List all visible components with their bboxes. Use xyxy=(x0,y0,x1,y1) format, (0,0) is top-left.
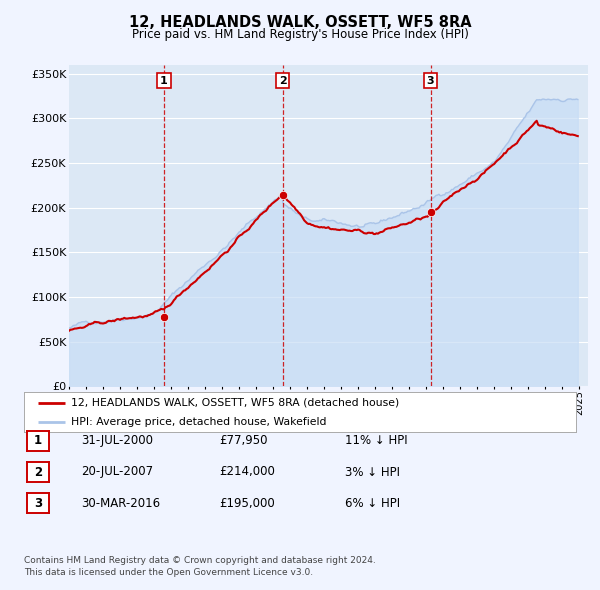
Text: Price paid vs. HM Land Registry's House Price Index (HPI): Price paid vs. HM Land Registry's House … xyxy=(131,28,469,41)
Text: 1: 1 xyxy=(160,76,168,86)
Text: 3: 3 xyxy=(427,76,434,86)
Text: 11% ↓ HPI: 11% ↓ HPI xyxy=(345,434,407,447)
Text: 12, HEADLANDS WALK, OSSETT, WF5 8RA: 12, HEADLANDS WALK, OSSETT, WF5 8RA xyxy=(128,15,472,30)
Text: 3: 3 xyxy=(34,497,42,510)
Text: 31-JUL-2000: 31-JUL-2000 xyxy=(81,434,153,447)
Text: 2: 2 xyxy=(34,466,42,478)
Text: Contains HM Land Registry data © Crown copyright and database right 2024.: Contains HM Land Registry data © Crown c… xyxy=(24,556,376,565)
Text: £77,950: £77,950 xyxy=(219,434,268,447)
Text: 20-JUL-2007: 20-JUL-2007 xyxy=(81,466,153,478)
Text: £195,000: £195,000 xyxy=(219,497,275,510)
Text: This data is licensed under the Open Government Licence v3.0.: This data is licensed under the Open Gov… xyxy=(24,568,313,577)
Text: 30-MAR-2016: 30-MAR-2016 xyxy=(81,497,160,510)
Text: 6% ↓ HPI: 6% ↓ HPI xyxy=(345,497,400,510)
Text: 3% ↓ HPI: 3% ↓ HPI xyxy=(345,466,400,478)
Text: 1: 1 xyxy=(34,434,42,447)
Text: HPI: Average price, detached house, Wakefield: HPI: Average price, detached house, Wake… xyxy=(71,417,326,427)
Text: 2: 2 xyxy=(278,76,286,86)
Text: £214,000: £214,000 xyxy=(219,466,275,478)
Text: 12, HEADLANDS WALK, OSSETT, WF5 8RA (detached house): 12, HEADLANDS WALK, OSSETT, WF5 8RA (det… xyxy=(71,398,399,408)
